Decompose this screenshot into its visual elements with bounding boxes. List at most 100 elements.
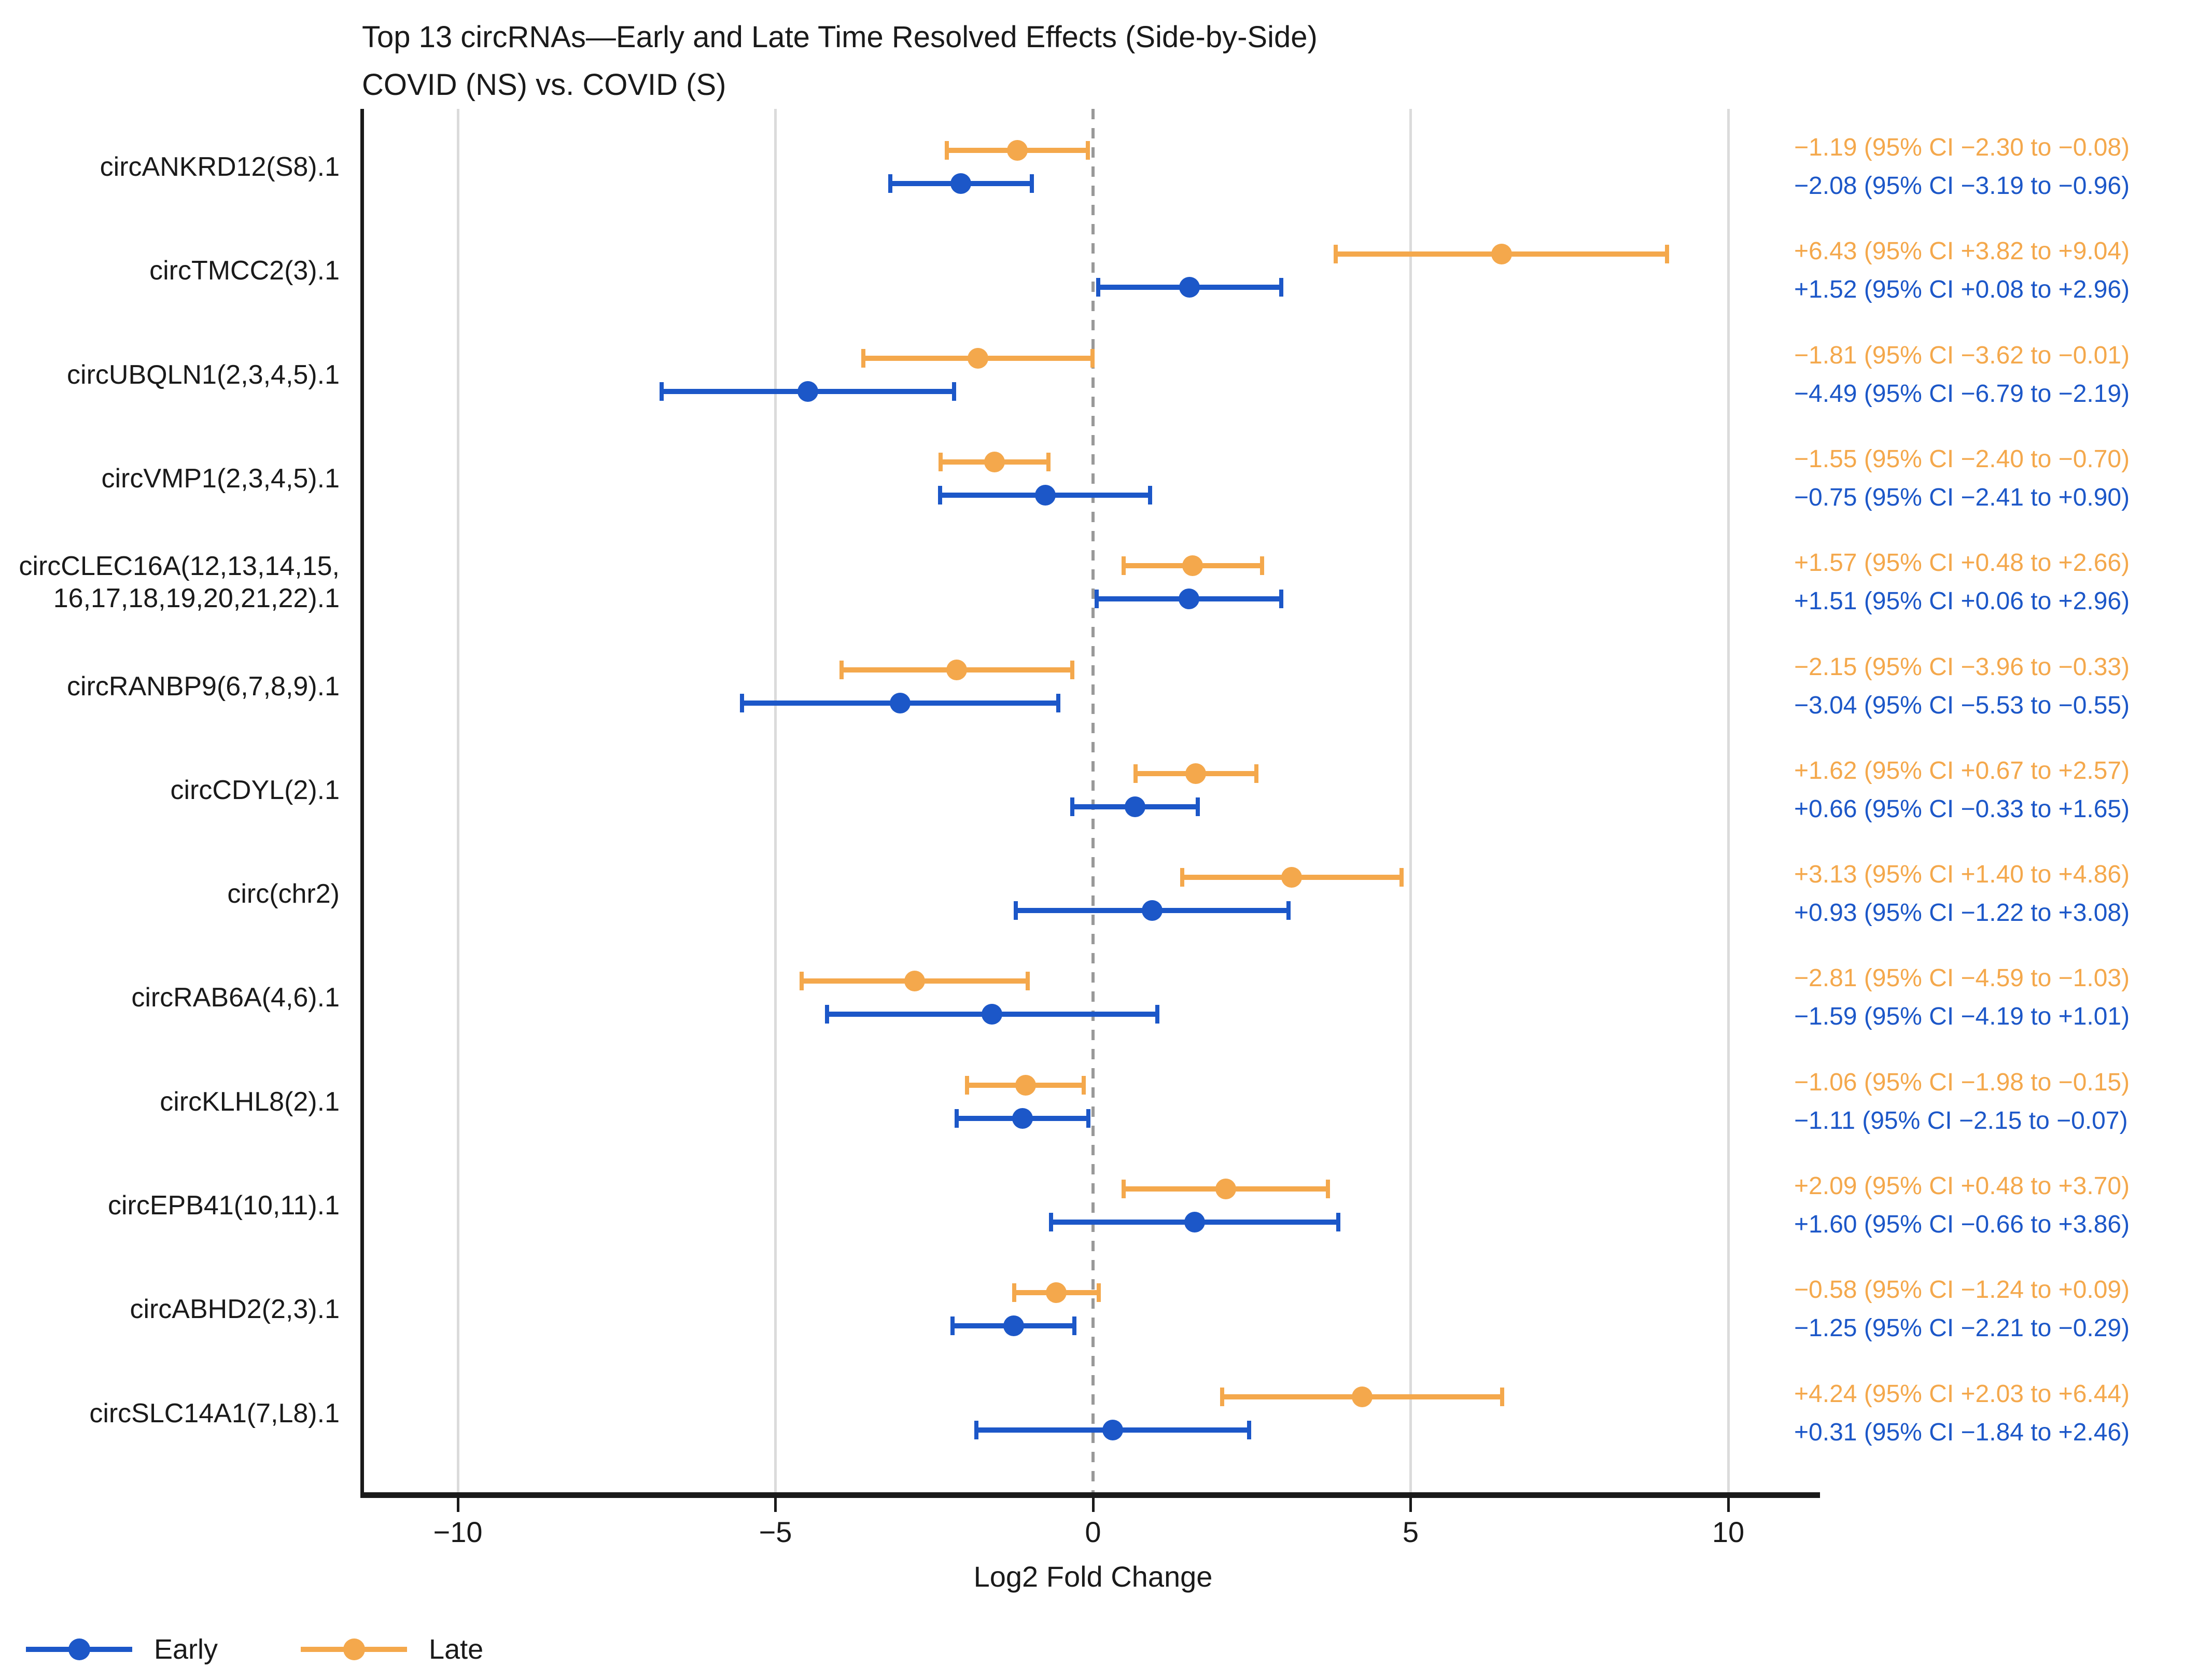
y-axis-category-label: circTMCC2(3).1: [0, 255, 340, 287]
early-ci-annotation: −1.59 (95% CI −4.19 to +1.01): [1794, 1003, 2130, 1031]
early-point-marker: [1003, 1315, 1024, 1337]
late-ci-annotation: −1.81 (95% CI −3.62 to −0.01): [1794, 341, 2130, 369]
late-errorbar-cap-right: [1326, 1180, 1331, 1198]
early-ci-annotation: +0.93 (95% CI −1.22 to +3.08): [1794, 899, 2130, 927]
early-ci-annotation: +1.60 (95% CI −0.66 to +3.86): [1794, 1211, 2130, 1238]
late-point-marker: [1281, 867, 1303, 888]
late-ci-annotation: −2.15 (95% CI −3.96 to −0.33): [1794, 653, 2130, 681]
x-tick-label: 5: [1402, 1516, 1419, 1548]
x-tick-label: 0: [1085, 1516, 1101, 1548]
early-point-marker: [1035, 484, 1056, 506]
early-errorbar-cap-right: [1072, 1316, 1077, 1336]
late-point-marker: [1215, 1179, 1237, 1199]
y-axis-category-label: circVMP1(2,3,4,5).1: [0, 463, 340, 495]
early-errorbar-cap-right: [1148, 485, 1153, 505]
early-errorbar-cap-left: [1070, 797, 1074, 816]
early-errorbar-cap-left: [1095, 590, 1099, 609]
y-axis-category-label: circEPB41(10,11).1: [0, 1189, 340, 1222]
early-ci-annotation: +1.52 (95% CI +0.08 to +2.96): [1794, 276, 2130, 304]
late-errorbar-cap-right: [1665, 245, 1670, 264]
late-errorbar-cap-left: [839, 660, 844, 679]
chart-subtitle: COVID (NS) vs. COVID (S): [362, 68, 726, 102]
late-ci-annotation: −1.19 (95% CI −2.30 to −0.08): [1794, 134, 2130, 161]
y-axis-category-label-line: circANKRD12(S8).1: [100, 152, 340, 182]
early-errorbar-cap-left: [1096, 278, 1100, 297]
early-errorbar-cap-right: [1279, 590, 1283, 609]
late-ci-annotation: +1.62 (95% CI +0.67 to +2.57): [1794, 757, 2130, 785]
y-axis-category-label-line: circRANBP9(6,7,8,9).1: [67, 671, 340, 702]
early-errorbar-cap-right: [1279, 278, 1283, 297]
late-ci-annotation: +4.24 (95% CI +2.03 to +6.44): [1794, 1380, 2130, 1408]
early-errorbar-cap-left: [1013, 901, 1018, 920]
y-axis-category-label-line: circEPB41(10,11).1: [107, 1190, 340, 1221]
late-errorbar-cap-left: [1121, 556, 1126, 576]
late-errorbar-cap-left: [1333, 245, 1338, 264]
early-marker-icon: [68, 1638, 90, 1660]
late-errorbar-cap-right: [1025, 972, 1030, 991]
early-ci-annotation: −1.25 (95% CI −2.21 to −0.29): [1794, 1314, 2130, 1342]
late-errorbar-cap-right: [1254, 764, 1258, 783]
late-ci-annotation: +1.57 (95% CI +0.48 to +2.66): [1794, 549, 2130, 577]
y-axis-category-label: circCLEC16A(12,13,14,15, 16,17,18,19,20,2…: [0, 550, 340, 614]
y-axis-category-label-line: circABHD2(2,3).1: [130, 1294, 340, 1325]
early-errorbar-cap-left: [954, 1109, 959, 1128]
y-axis-category-label-line: circKLHL8(2).1: [160, 1086, 340, 1117]
legend: Early Late: [26, 1633, 483, 1665]
early-errorbar-cap-right: [1336, 1213, 1340, 1231]
x-tick-mark: [774, 1495, 777, 1512]
y-axis-category-label: circRAB6A(4,6).1: [0, 982, 340, 1014]
early-ci-annotation: +0.66 (95% CI −0.33 to +1.65): [1794, 795, 2130, 823]
late-errorbar-cap-right: [1097, 1283, 1101, 1302]
late-errorbar-cap-right: [1500, 1387, 1504, 1406]
early-ci-annotation: +1.51 (95% CI +0.06 to +2.96): [1794, 587, 2130, 615]
late-errorbar-cap-left: [965, 1075, 970, 1095]
early-ci-annotation: −0.75 (95% CI −2.41 to +0.90): [1794, 483, 2130, 511]
y-axis-category-label: circCDYL(2).1: [0, 774, 340, 806]
y-axis-category-label-line: circRAB6A(4,6).1: [131, 983, 340, 1013]
legend-item-early: Early: [26, 1633, 218, 1665]
y-axis-category-label: circSLC14A1(7,L8).1: [0, 1397, 340, 1430]
gridline: [456, 109, 459, 1492]
legend-label-early: Early: [154, 1634, 218, 1665]
y-axis-category-label-line: circ(chr2): [227, 879, 340, 909]
early-point-marker: [1178, 589, 1199, 610]
late-point-marker: [984, 451, 1005, 472]
early-ci-annotation: −4.49 (95% CI −6.79 to −2.19): [1794, 380, 2130, 408]
late-point-marker: [1182, 555, 1203, 577]
y-axis-category-label: circANKRD12(S8).1: [0, 151, 340, 183]
early-errorbar-cap-right: [1030, 174, 1034, 193]
late-ci-annotation: −1.55 (95% CI −2.40 to −0.70): [1794, 445, 2130, 473]
x-axis-line: [360, 1492, 1820, 1498]
late-errorbar-cap-right: [1070, 660, 1074, 679]
late-errorbar-cap-left: [1121, 1180, 1126, 1198]
x-tick-mark: [1727, 1495, 1730, 1512]
early-errorbar-cap-left: [974, 1420, 978, 1439]
late-line-swatch: [301, 1638, 408, 1660]
late-ci-annotation: −2.81 (95% CI −4.59 to −1.03): [1794, 964, 2130, 992]
late-errorbar-cap-right: [1086, 141, 1090, 160]
late-point-marker: [1015, 1074, 1037, 1096]
x-tick-label: −10: [433, 1516, 483, 1548]
late-errorbar-cap-left: [1133, 764, 1138, 783]
early-point-marker: [1012, 1108, 1033, 1129]
early-errorbar-cap-right: [951, 382, 956, 401]
chart-title: Top 13 circRNAs—Early and Late Time Reso…: [362, 20, 1318, 54]
late-ci-annotation: +6.43 (95% CI +3.82 to +9.04): [1794, 237, 2130, 265]
early-errorbar-cap-left: [824, 1005, 829, 1024]
late-errorbar-cap-left: [1180, 868, 1184, 887]
early-ci-annotation: −3.04 (95% CI −5.53 to −0.55): [1794, 691, 2130, 719]
early-point-marker: [1184, 1212, 1205, 1232]
early-point-marker: [1141, 900, 1163, 921]
early-ci-annotation: −2.08 (95% CI −3.19 to −0.96): [1794, 172, 2130, 200]
early-point-marker: [982, 1004, 1003, 1025]
late-point-marker: [1007, 140, 1028, 161]
early-errorbar-cap-right: [1086, 1109, 1091, 1128]
y-axis-category-label: circKLHL8(2).1: [0, 1086, 340, 1118]
late-point-marker: [1491, 244, 1512, 265]
zero-reference-line: [1091, 109, 1095, 1492]
late-errorbar-cap-right: [1259, 556, 1264, 576]
late-errorbar-cap-right: [1090, 348, 1095, 368]
gridline: [774, 109, 777, 1492]
early-errorbar-cap-left: [660, 382, 664, 401]
